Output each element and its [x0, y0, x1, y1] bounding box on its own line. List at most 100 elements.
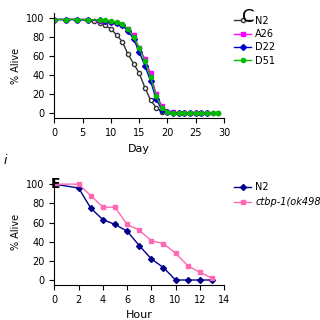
D51 [188, 111, 192, 115]
A26 [120, 23, 124, 27]
D51 [165, 110, 169, 114]
D51 [103, 19, 107, 22]
D22 [205, 111, 209, 115]
N2 [126, 52, 130, 56]
N2 [198, 278, 202, 282]
ctbp-1(ok498) [77, 182, 81, 186]
D22 [64, 18, 68, 21]
Text: i: i [3, 154, 7, 166]
D51 [86, 18, 90, 21]
N2 [186, 278, 189, 282]
A26 [132, 33, 135, 37]
N2 [92, 20, 96, 23]
ctbp-1(ok498) [186, 264, 189, 268]
D51 [52, 18, 56, 21]
D22 [165, 110, 169, 114]
A26 [194, 111, 198, 115]
N2 [210, 278, 214, 282]
Legend: N2, ctbp-1(ok498): N2, ctbp-1(ok498) [234, 182, 320, 207]
ctbp-1(ok498) [125, 222, 129, 226]
D22 [148, 79, 152, 83]
N2 [52, 182, 56, 186]
ctbp-1(ok498) [52, 182, 56, 186]
D22 [132, 37, 135, 41]
D51 [148, 75, 152, 79]
A26 [64, 18, 68, 21]
N2 [211, 111, 215, 115]
Line: D22: D22 [52, 17, 209, 116]
N2 [103, 23, 107, 27]
N2 [75, 18, 79, 21]
D51 [126, 27, 130, 31]
N2 [160, 109, 164, 113]
D22 [171, 111, 175, 115]
A26 [109, 20, 113, 24]
X-axis label: Hour: Hour [126, 310, 153, 320]
A26 [171, 110, 175, 114]
D22 [137, 50, 141, 54]
N2 [98, 21, 101, 25]
A26 [205, 111, 209, 115]
D22 [115, 21, 118, 25]
D51 [132, 35, 135, 39]
ctbp-1(ok498) [174, 251, 178, 255]
N2 [101, 218, 105, 221]
A26 [177, 111, 181, 115]
A26 [154, 92, 158, 96]
D22 [52, 18, 56, 21]
ctbp-1(ok498) [162, 242, 165, 245]
D51 [177, 111, 181, 115]
N2 [137, 71, 141, 75]
D22 [160, 108, 164, 112]
D22 [98, 19, 101, 22]
A26 [148, 71, 152, 75]
N2 [64, 18, 68, 21]
D51 [182, 111, 186, 115]
ctbp-1(ok498) [113, 205, 117, 209]
N2 [77, 186, 81, 190]
Legend: N2, A26, D22, D51: N2, A26, D22, D51 [234, 16, 276, 66]
Y-axis label: % Alive: % Alive [11, 47, 21, 84]
N2 [149, 257, 153, 261]
N2 [148, 98, 152, 102]
N2 [182, 111, 186, 115]
A26 [86, 18, 90, 21]
A26 [52, 18, 56, 21]
Text: C: C [242, 8, 254, 26]
D51 [194, 111, 198, 115]
N2 [162, 266, 165, 269]
D22 [75, 18, 79, 21]
N2 [216, 111, 220, 115]
Line: ctbp-1(ok498): ctbp-1(ok498) [52, 182, 214, 280]
A26 [75, 18, 79, 21]
D51 [64, 18, 68, 21]
N2 [174, 278, 178, 282]
ctbp-1(ok498) [149, 239, 153, 243]
A26 [103, 20, 107, 23]
N2 [52, 18, 56, 21]
D22 [182, 111, 186, 115]
N2 [137, 244, 141, 247]
N2 [113, 222, 117, 226]
D22 [103, 20, 107, 23]
D51 [109, 20, 113, 23]
D22 [199, 111, 203, 115]
N2 [89, 206, 93, 210]
ctbp-1(ok498) [89, 194, 93, 197]
N2 [177, 111, 181, 115]
D22 [143, 64, 147, 68]
N2 [188, 111, 192, 115]
A26 [182, 111, 186, 115]
D22 [126, 29, 130, 33]
D51 [120, 22, 124, 26]
N2 [120, 40, 124, 44]
D51 [205, 111, 209, 115]
D51 [154, 94, 158, 98]
ctbp-1(ok498) [137, 228, 141, 232]
D22 [194, 111, 198, 115]
N2 [194, 111, 198, 115]
D51 [98, 19, 101, 22]
N2 [86, 19, 90, 22]
N2 [109, 27, 113, 31]
D22 [154, 97, 158, 101]
